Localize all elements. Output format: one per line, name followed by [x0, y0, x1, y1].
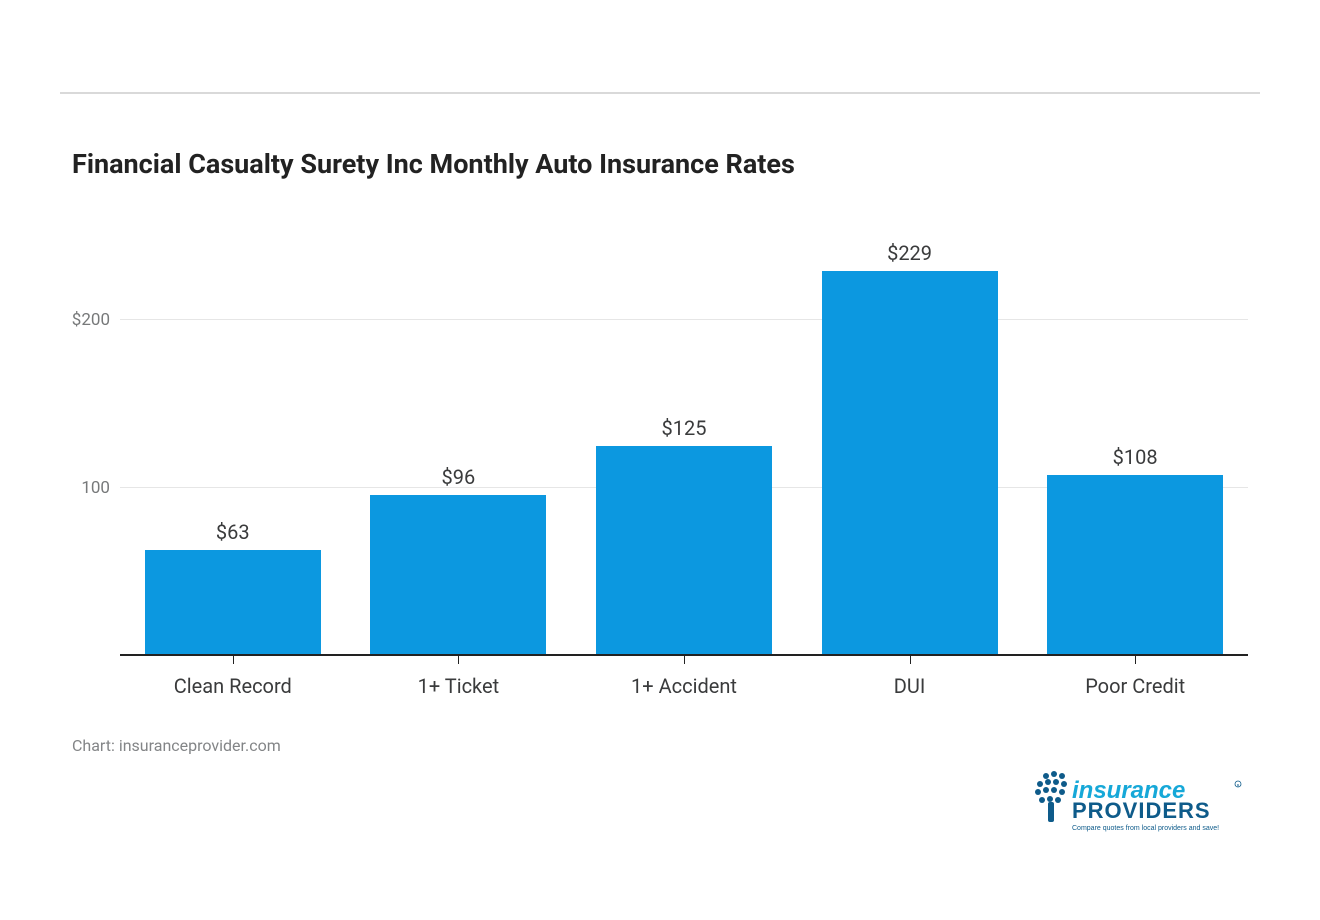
bar-dui: $229 — [822, 271, 998, 656]
bar-value-label: $125 — [661, 416, 706, 440]
x-tick — [684, 656, 685, 664]
chart-credit: Chart: insuranceprovider.com — [72, 736, 1260, 755]
x-label-poor-credit: Poor Credit — [1022, 674, 1248, 698]
x-label-clean-record: Clean Record — [120, 674, 346, 698]
x-label-accident: 1+ Accident — [571, 674, 797, 698]
bar-slot-dui: $229 — [797, 236, 1023, 656]
x-tick — [910, 656, 911, 664]
bar-slot-clean-record: $63 — [120, 236, 346, 656]
bar-slot-poor-credit: $108 — [1022, 236, 1248, 656]
chart-title: Financial Casualty Surety Inc Monthly Au… — [72, 148, 1260, 180]
x-axis-labels: Clean Record 1+ Ticket 1+ Accident DUI P… — [120, 674, 1248, 698]
bar-value-label: $229 — [887, 241, 932, 265]
x-tick — [458, 656, 459, 664]
bar-slot-accident: $125 — [571, 236, 797, 656]
insurance-providers-logo-icon: insurance PROVIDERS Compare quotes from … — [1028, 768, 1248, 840]
bar-value-label: $108 — [1113, 445, 1158, 469]
y-tick-label-100: 100 — [60, 478, 110, 498]
bars-row: $63 $96 $125 $229 $108 — [120, 236, 1248, 656]
top-divider — [60, 92, 1260, 94]
y-tick-label-200: $200 — [60, 310, 110, 330]
x-tick — [233, 656, 234, 664]
chart-container: Financial Casualty Surety Inc Monthly Au… — [60, 120, 1260, 755]
plot-area: 100 $200 $63 $96 $125 $229 — [120, 236, 1248, 656]
bar-slot-ticket: $96 — [346, 236, 572, 656]
bar-poor-credit: $108 — [1047, 475, 1223, 656]
brand-logo: insurance PROVIDERS Compare quotes from … — [1028, 768, 1248, 840]
x-label-ticket: 1+ Ticket — [346, 674, 572, 698]
bar-accident: $125 — [596, 446, 772, 656]
logo-tagline: Compare quotes from local providers and … — [1072, 825, 1219, 832]
x-tick — [1135, 656, 1136, 664]
bar-value-label: $96 — [442, 465, 476, 489]
logo-line2: PROVIDERS — [1072, 798, 1211, 823]
bar-ticket: $96 — [370, 495, 546, 656]
bar-value-label: $63 — [216, 520, 250, 544]
bar-clean-record: $63 — [145, 550, 321, 656]
x-label-dui: DUI — [797, 674, 1023, 698]
